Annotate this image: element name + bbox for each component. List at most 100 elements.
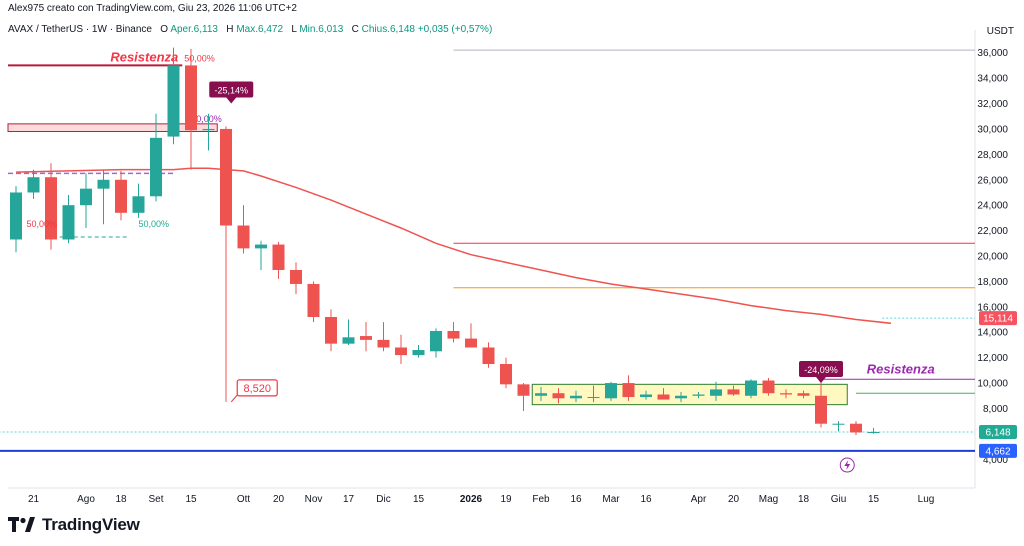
candle-body[interactable] [237, 225, 250, 249]
candle-body[interactable] [657, 394, 670, 400]
candle-body[interactable] [867, 432, 880, 434]
fib-percent-label: 50,00% [27, 219, 58, 229]
x-tick-label: 21 [28, 494, 40, 505]
candle-body[interactable] [622, 383, 635, 398]
candle-body[interactable] [535, 393, 547, 396]
price-badge [979, 311, 1017, 326]
candle-body[interactable] [45, 177, 57, 240]
candle-body[interactable] [202, 128, 215, 131]
candle-body[interactable] [360, 336, 372, 340]
y-tick-label: 20,000 [977, 252, 1008, 263]
x-tick-label: Ott [237, 494, 251, 505]
x-tick-label: Mag [759, 494, 778, 505]
close-value: Chius.6,148 [361, 24, 415, 35]
x-tick-label: Mar [602, 494, 620, 505]
candle-body[interactable] [780, 393, 792, 395]
x-tick-label: Feb [532, 494, 550, 505]
candle-body[interactable] [552, 393, 565, 399]
x-tick-label: Lug [918, 494, 935, 505]
callout-label: -24,09% [804, 365, 838, 375]
candle-body[interactable] [150, 137, 162, 197]
candle-body[interactable] [27, 177, 40, 193]
candle-body[interactable] [430, 330, 442, 352]
candle-body[interactable] [185, 65, 197, 131]
candle-body[interactable] [517, 384, 530, 396]
y-tick-label: 36,000 [977, 48, 1008, 59]
candle-body[interactable] [220, 128, 232, 226]
y-tick-label: 14,000 [977, 328, 1008, 339]
candle-body[interactable] [412, 350, 425, 356]
candle-body[interactable] [745, 380, 757, 396]
candle-body[interactable] [640, 394, 652, 398]
x-tick-label: 19 [500, 494, 512, 505]
y-tick-label: 4,000 [983, 455, 1008, 466]
candle-body[interactable] [377, 339, 390, 348]
candle-body[interactable] [797, 393, 810, 396]
candle-body[interactable] [132, 196, 145, 213]
y-tick-label: 30,000 [977, 124, 1008, 135]
y-tick-label: 18,000 [977, 277, 1008, 288]
candle-body[interactable] [447, 330, 460, 339]
candle-body[interactable] [80, 188, 92, 206]
currency-label: USDT [986, 26, 1014, 37]
candle-body[interactable] [167, 65, 180, 137]
candle-body[interactable] [342, 337, 355, 344]
moving-average-line [15, 167, 892, 325]
callout-label: -25,14% [214, 86, 248, 96]
candle-body[interactable] [675, 395, 687, 399]
y-tick-label: 22,000 [977, 226, 1008, 237]
x-tick-label: 16 [640, 494, 652, 505]
x-tick-label: 15 [413, 494, 425, 505]
y-tick-label: 24,000 [977, 201, 1008, 212]
y-tick-label: 8,000 [983, 404, 1008, 415]
candle-body[interactable] [290, 269, 302, 284]
candle-body[interactable] [850, 423, 862, 433]
candle-body[interactable] [10, 192, 22, 240]
low-marker-box [236, 379, 278, 397]
candle-body[interactable] [307, 283, 320, 317]
x-tick-label: Ago [77, 494, 95, 505]
candle-body[interactable] [272, 244, 285, 270]
candle-body[interactable] [692, 394, 705, 396]
candle-body[interactable] [500, 364, 512, 385]
candle-body[interactable] [97, 179, 110, 189]
candle-body[interactable] [62, 205, 75, 240]
candle-body[interactable] [115, 179, 127, 213]
lightning-glyph [844, 460, 851, 471]
candle-body[interactable] [570, 395, 582, 399]
symbol-line: AVAX / TetherUS · 1W · Binance O Aper.6,… [8, 24, 492, 35]
candle-body[interactable] [325, 316, 337, 344]
price-badge [979, 425, 1017, 440]
symbol-name[interactable]: AVAX / TetherUS · 1W · Binance [8, 24, 152, 35]
x-tick-label: 18 [115, 494, 127, 505]
candle-body[interactable] [605, 383, 617, 399]
low-marker-label: 8,520 [243, 383, 271, 395]
candle-body[interactable] [832, 423, 845, 425]
candle-body[interactable] [710, 389, 722, 396]
low-label: L [291, 24, 297, 35]
candle-body[interactable] [762, 380, 775, 394]
x-tick-label: 16 [570, 494, 582, 505]
high-label: H [226, 24, 234, 35]
low-value: Min.6,013 [299, 24, 344, 35]
candle-body[interactable] [482, 347, 495, 364]
open-label: O [160, 24, 169, 35]
close-label: C [351, 24, 359, 35]
percent-change-callout [209, 81, 254, 98]
x-tick-label: Apr [691, 494, 707, 505]
x-tick-label: 20 [273, 494, 285, 505]
candle-body[interactable] [727, 389, 740, 395]
candle-body[interactable] [587, 397, 600, 399]
price-badge-label: 15,114 [983, 314, 1013, 325]
callout-pointer [816, 377, 826, 384]
fib-percent-label: 50,00% [139, 219, 170, 229]
candle-body[interactable] [395, 347, 407, 356]
price-badge [979, 443, 1017, 458]
y-tick-label: 28,000 [977, 150, 1008, 161]
candle-body[interactable] [815, 395, 827, 424]
candle-body[interactable] [255, 244, 267, 249]
high-value: Max.6,472 [236, 24, 284, 35]
candle-body[interactable] [465, 338, 477, 348]
percent-change-callout [799, 361, 843, 378]
